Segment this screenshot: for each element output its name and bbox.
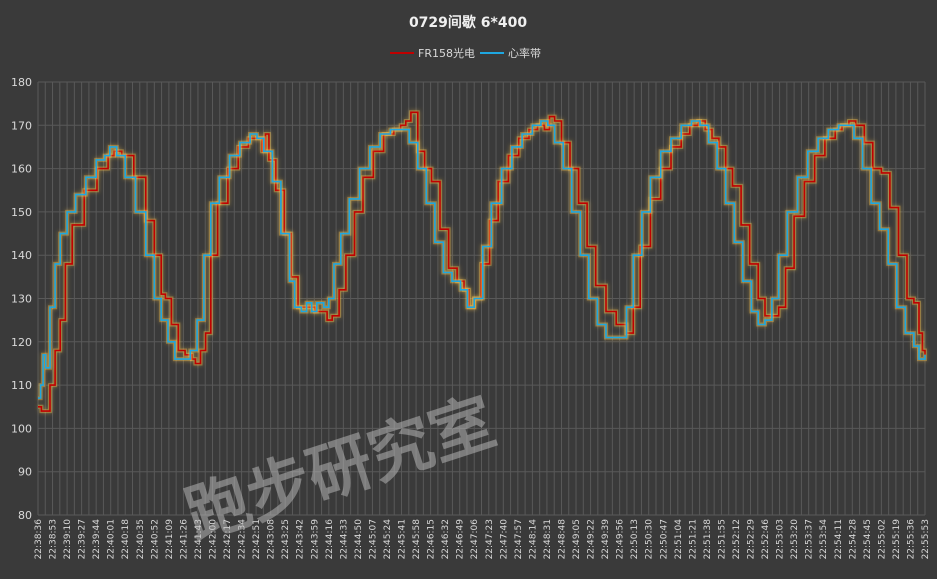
x-tick-label: 22:47:40 — [499, 519, 509, 560]
x-tick-label: 22:47:57 — [514, 519, 524, 559]
x-tick-label: 22:40:35 — [136, 519, 146, 559]
y-axis: 80 90 100 110 120 130 140 150 160 170 180 — [11, 76, 32, 522]
y-tick-label: 100 — [11, 422, 32, 435]
x-tick-label: 22:39:27 — [78, 519, 88, 559]
x-tick-label: 22:46:49 — [456, 519, 466, 560]
x-tick-label: 22:53:54 — [819, 519, 829, 560]
x-tick-label: 22:42:00 — [208, 519, 218, 560]
x-tick-label: 22:40:52 — [150, 519, 160, 559]
x-tick-label: 22:39:44 — [92, 519, 102, 560]
x-tick-label: 22:53:37 — [805, 519, 815, 559]
x-tick-label: 22:41:43 — [194, 519, 204, 559]
legend: FR158光电 心率带 — [390, 46, 541, 60]
x-tick-label: 22:54:45 — [863, 519, 873, 559]
x-tick-label: 22:48:14 — [528, 519, 538, 560]
x-tick-label: 22:39:10 — [63, 519, 73, 560]
x-tick-label: 22:48:48 — [557, 519, 567, 560]
x-tick-label: 22:48:31 — [543, 519, 553, 559]
x-tick-label: 22:55:02 — [877, 519, 887, 559]
x-tick-label: 22:40:01 — [107, 519, 117, 559]
y-tick-label: 90 — [18, 466, 32, 479]
x-tick-label: 22:43:25 — [281, 519, 291, 559]
series — [38, 110, 927, 414]
x-tick-label: 22:54:11 — [834, 519, 844, 559]
x-tick-label: 22:52:29 — [747, 519, 757, 560]
x-tick-label: 22:41:26 — [179, 519, 189, 560]
x-tick-label: 22:42:17 — [223, 519, 233, 559]
y-tick-label: 170 — [11, 119, 32, 132]
x-tick-label: 22:49:39 — [601, 519, 611, 560]
x-tick-label: 22:44:16 — [325, 519, 335, 560]
y-tick-label: 160 — [11, 163, 32, 176]
x-tick-label: 22:42:51 — [252, 519, 262, 559]
legend-label-hrm: 心率带 — [508, 46, 541, 60]
x-tick-label: 22:51:21 — [688, 519, 698, 559]
x-tick-label: 22:47:23 — [485, 519, 495, 559]
x-tick-label: 22:45:07 — [368, 519, 378, 559]
x-tick-label: 22:51:55 — [717, 519, 727, 559]
x-tick-label: 22:45:41 — [398, 519, 408, 559]
x-tick-label: 22:53:20 — [790, 519, 800, 560]
x-tick-label: 22:43:08 — [267, 519, 277, 560]
x-tick-label: 22:44:33 — [339, 519, 349, 559]
x-tick-label: 22:49:56 — [616, 519, 626, 560]
x-tick-label: 22:46:15 — [427, 519, 437, 559]
chart-title: 0729间歇 6*400 — [409, 14, 527, 31]
x-tick-label: 22:54:28 — [848, 519, 858, 560]
x-tick-label: 22:38:36 — [34, 519, 44, 560]
x-tick-label: 22:51:38 — [703, 519, 713, 560]
x-tick-label: 22:49:05 — [572, 519, 582, 559]
x-tick-label: 22:43:59 — [310, 519, 320, 560]
y-tick-label: 80 — [18, 509, 32, 522]
x-tick-label: 22:55:53 — [921, 519, 931, 559]
y-tick-label: 130 — [11, 293, 32, 306]
x-tick-label: 22:50:47 — [659, 519, 669, 559]
x-tick-label: 22:55:36 — [906, 519, 916, 560]
x-tick-label: 22:46:32 — [441, 519, 451, 559]
x-tick-label: 22:38:53 — [49, 519, 59, 559]
x-tick-label: 22:50:30 — [645, 519, 655, 560]
x-tick-label: 22:42:34 — [238, 519, 248, 560]
y-tick-label: 120 — [11, 336, 32, 349]
y-tick-label: 180 — [11, 76, 32, 89]
y-tick-label: 150 — [11, 206, 32, 219]
x-axis: 22:38:36 22:38:53 22:39:10 22:39:27 22:39:44… — [34, 519, 931, 560]
x-tick-label: 22:52:46 — [761, 519, 771, 560]
x-tick-label: 22:49:22 — [587, 519, 597, 559]
legend-label-fr158: FR158光电 — [418, 46, 475, 60]
x-tick-label: 22:45:24 — [383, 519, 393, 560]
y-tick-label: 110 — [11, 379, 32, 392]
x-tick-label: 22:47:06 — [470, 519, 480, 560]
x-tick-label: 22:51:04 — [674, 519, 684, 560]
x-tick-label: 22:44:50 — [354, 519, 364, 560]
series-line-hrm — [38, 120, 926, 399]
y-tick-label: 140 — [11, 249, 32, 262]
x-tick-label: 22:50:13 — [630, 519, 640, 559]
x-tick-label: 22:52:12 — [732, 519, 742, 559]
x-tick-label: 22:55:19 — [892, 519, 902, 560]
x-tick-label: 22:45:58 — [412, 519, 422, 560]
x-tick-label: 22:43:42 — [296, 519, 306, 559]
x-tick-label: 22:53:03 — [776, 519, 786, 559]
x-tick-label: 22:40:18 — [121, 519, 131, 560]
x-tick-label: 22:41:09 — [165, 519, 175, 560]
